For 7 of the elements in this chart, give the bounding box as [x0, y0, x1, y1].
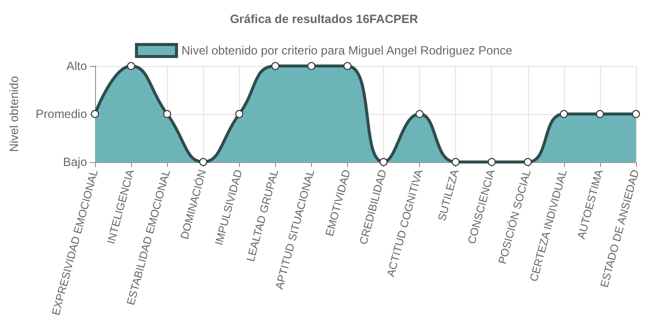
text: Bajo — [62, 155, 88, 169]
chart-title: Gráfica de resultados 16FACPER — [230, 12, 418, 26]
y-axis-title: Nivel obtenido — [7, 76, 21, 152]
x-tick-label: LEALTAD GRUPAL — [244, 168, 282, 264]
text: Alto — [66, 59, 88, 73]
text: Promedio — [36, 107, 88, 121]
legend-label: Nivel obtenido por criterio para Miguel Angel Rodriguez Ponce — [181, 44, 513, 58]
